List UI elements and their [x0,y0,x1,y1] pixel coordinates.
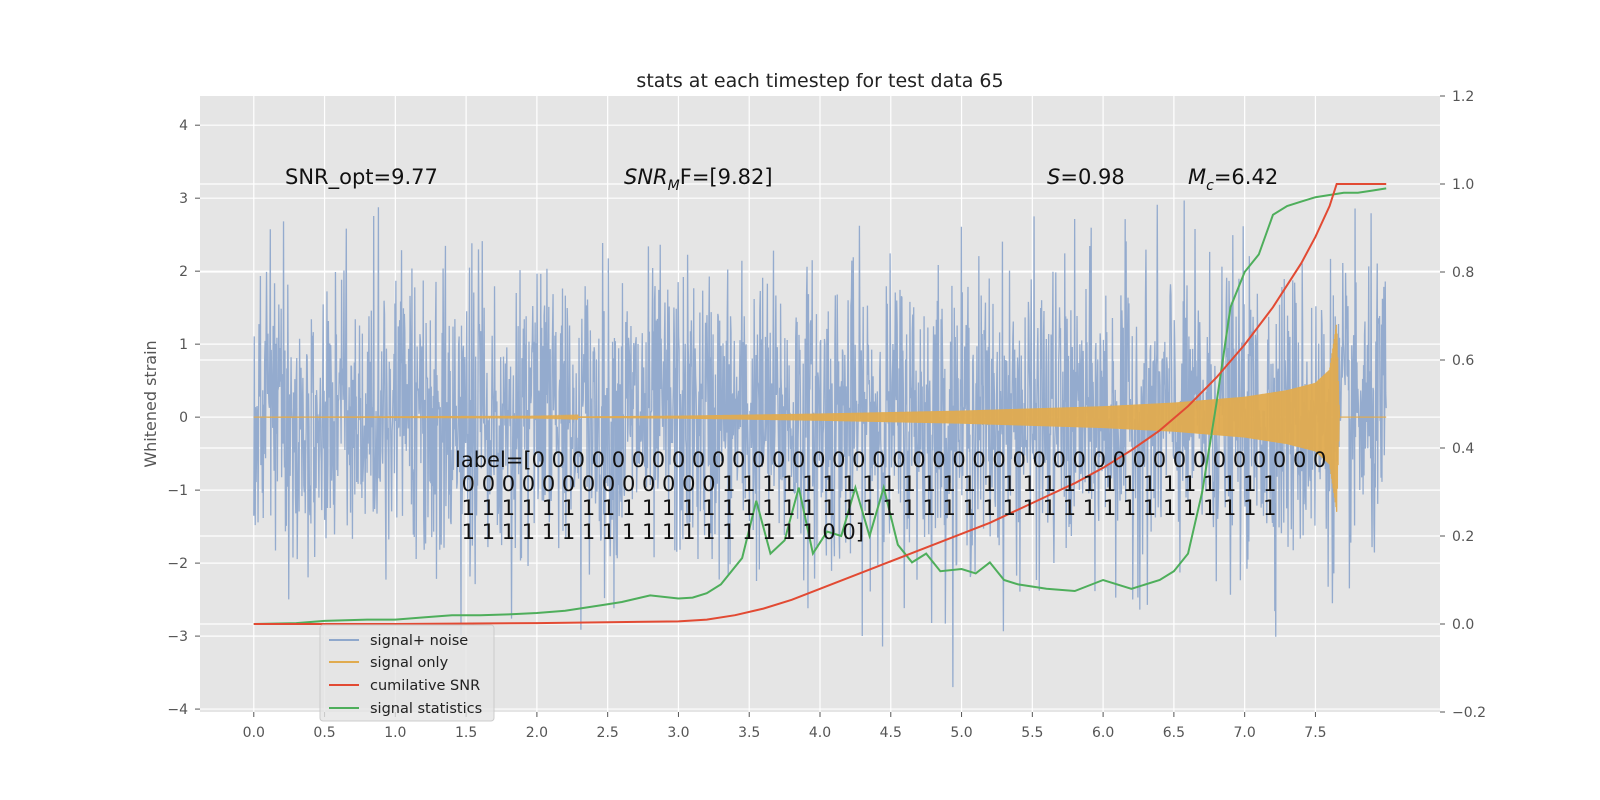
y-tick-label: 4 [179,118,188,134]
legend-box [319,624,495,722]
y2-tick-label: 0.8 [1452,265,1474,281]
x-tick-label: 3.5 [738,725,760,741]
legend-item-signal-only: signal only [329,655,449,671]
y-axis-label: Whitened strain [141,340,160,467]
annotation-snr-mf: SNRMF=[9.82] [624,165,773,194]
y-tick-label: 1 [179,337,188,353]
x-tick-label: 6.0 [1092,725,1114,741]
legend-item-signal-noise: signal+ noise [329,633,468,649]
x-tick-label: 0.5 [313,725,335,741]
legend-label-cumulative-snr: cumilative SNR [370,678,480,694]
x-tick-label: 4.5 [880,725,902,741]
label-line-3: 1 1 1 1 1 1 1 1 1 1 1 1 1 1 1 1 1 1 1 1 … [455,496,1276,520]
y2-tick-label: −0.2 [1452,705,1486,721]
y2-tick-label: 1.2 [1452,89,1474,105]
x-tick-label: 4.0 [809,725,831,741]
axes-layer: 0.0 0.5 1.0 1.5 2.0 2.5 3.0 3.5 4.0 4.5 5.0 5.5 6.0 6… [167,89,1486,741]
x-tick-label: 5.5 [1021,725,1043,741]
x-tick-label: 0.0 [243,725,265,741]
y2-tick-label: 0.2 [1452,529,1474,545]
y2-tick-label: 0.4 [1452,441,1474,457]
legend-item-cumulative-snr: cumilative SNR [329,678,480,694]
y-tick-label: −4 [167,702,188,718]
legend-label-signal-statistics: signal statistics [370,701,482,717]
y-tick-label: −1 [167,483,188,499]
y2-tick-label: 0.6 [1452,353,1474,369]
chart-title: stats at each timestep for test data 65 [636,70,1003,92]
x-tick-label: 6.5 [1163,725,1185,741]
label-line-2: 0 0 0 0 0 0 0 0 0 0 0 0 0 1 1 1 1 1 1 1 … [455,472,1276,496]
label-annotation: label=[0 0 0 0 0 0 0 0 0 0 0 0 0 0 0 0 0… [455,448,1326,544]
y-tick-label: 3 [179,191,188,207]
right-axis-series [253,183,1387,625]
x-tick-label: 2.0 [526,725,548,741]
annotation-s: S=0.98 [1047,165,1125,189]
x-tick-label: 7.5 [1304,725,1326,741]
y-tick-label: 2 [179,264,188,280]
legend-label-signal-only: signal only [370,655,449,671]
y-tick-label: 0 [179,410,188,426]
signal-only-line [253,324,1387,512]
x-tick-label: 1.0 [384,725,406,741]
label-line-4: 1 1 1 1 1 1 1 1 1 1 1 1 1 1 1 1 1 1 0 0] [455,520,864,544]
label-line-1: label=[0 0 0 0 0 0 0 0 0 0 0 0 0 0 0 0 0… [455,448,1326,472]
signal-statistics-line [253,187,1387,625]
y2-tick-label: 0.0 [1452,617,1474,633]
x-tick-label: 5.0 [950,725,972,741]
y-tick-label: −3 [167,629,188,645]
y2-tick-label: 1.0 [1452,177,1474,193]
annotation-mc: Mc=6.42 [1188,165,1278,194]
x-tick-label: 3.0 [667,725,689,741]
annotation-snr-opt: SNR_opt=9.77 [285,165,438,190]
legend: signal+ noise signal only cumilative SNR… [319,624,495,722]
cumilative-snr-line [253,183,1387,625]
signal-only-series [253,324,1387,512]
x-tick-label: 7.0 [1234,725,1256,741]
x-tick-label: 2.5 [597,725,619,741]
x-tick-label: 1.5 [455,725,477,741]
legend-label-signal-noise: signal+ noise [370,633,468,649]
legend-item-signal-statistics: signal statistics [329,701,482,717]
y-tick-label: −2 [167,556,188,572]
